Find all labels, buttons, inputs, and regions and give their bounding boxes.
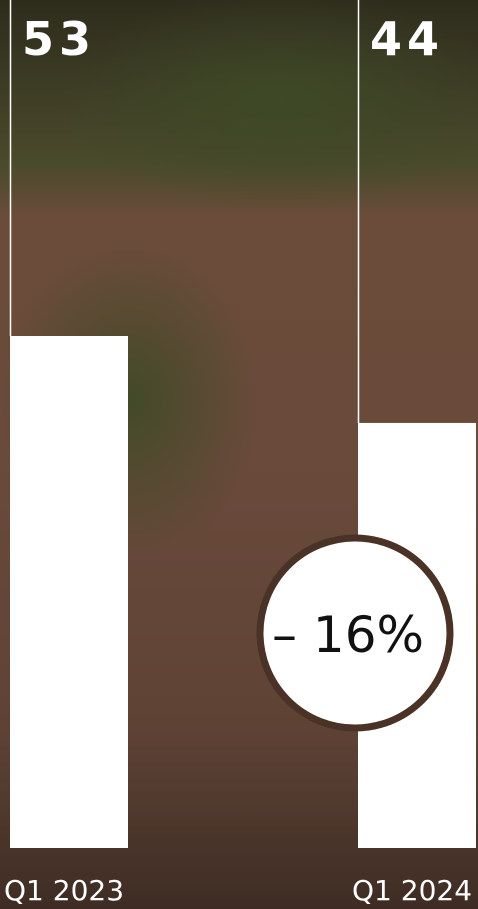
value-label: 44: [370, 12, 444, 66]
x-tick-label: Q1 2024: [352, 874, 472, 907]
change-label: – 16%: [272, 606, 424, 664]
x-tick-label: Q1 2023: [4, 874, 124, 907]
value-label: 53: [22, 12, 96, 66]
page: {"chart_data": {"type": "bar", "categori…: [0, 0, 478, 909]
chart: 53 Q1 2023 44 Q1 2024 – 16%: [0, 0, 478, 909]
bar: [10, 336, 128, 848]
